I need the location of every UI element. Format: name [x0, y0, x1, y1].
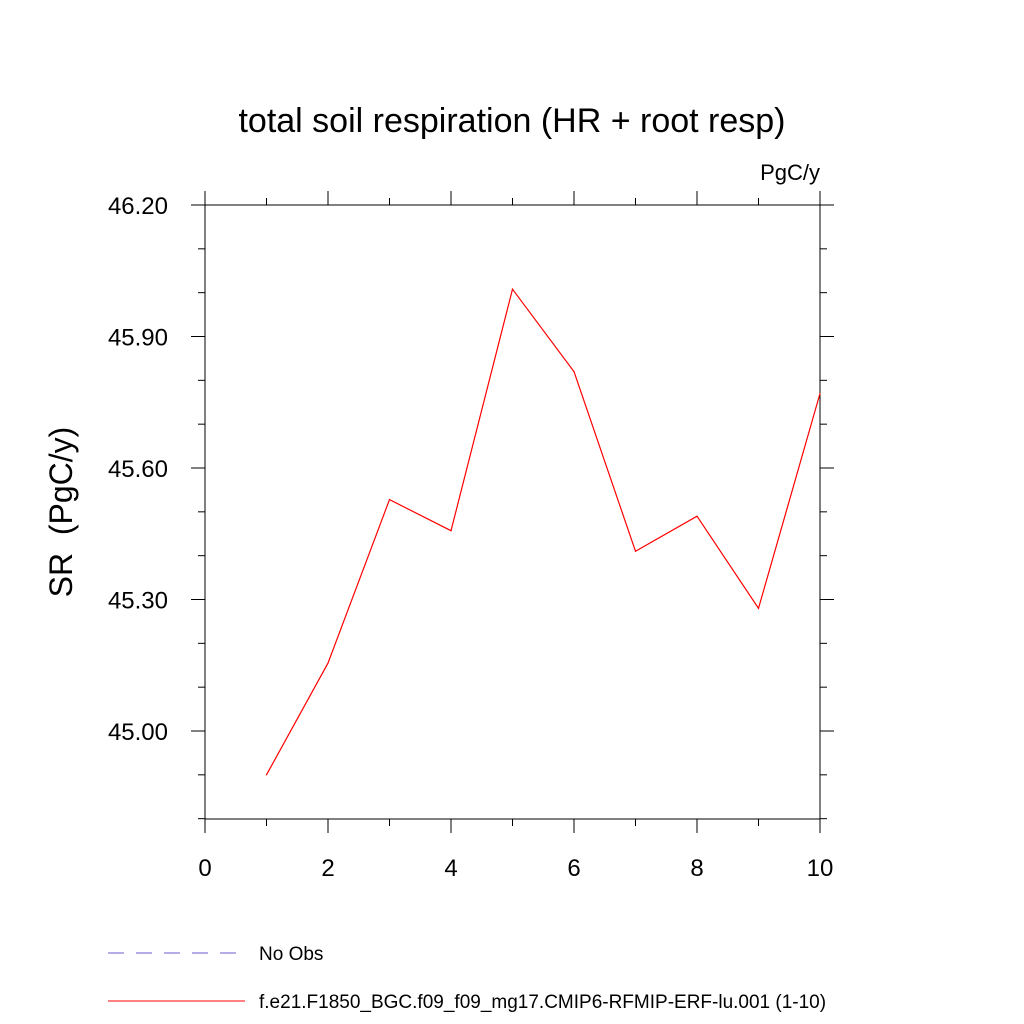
legend-label: No Obs: [259, 944, 323, 965]
data-point: [757, 607, 760, 609]
axes: 0 2 4 6 8 10 45.00 45.30 45.60 45.90 46.20: [108, 191, 834, 882]
x-tick-label: 0: [198, 855, 211, 882]
data-point: [573, 370, 575, 373]
data-point: [634, 550, 637, 552]
y-tick-label: 45.60: [108, 456, 168, 483]
y-tick-label: 45.90: [108, 325, 168, 352]
legend-label: f.e21.F1850_BGC.f09_f09_mg17.CMIP6-RFMIP…: [259, 992, 826, 1013]
units-label: PgC/y: [760, 160, 820, 185]
data-point: [696, 515, 698, 517]
x-tick-label: 4: [444, 855, 457, 882]
series-layer: [265, 287, 821, 776]
data-point: [388, 498, 391, 501]
x-tick-label: 10: [807, 855, 834, 882]
series-line: [265, 287, 821, 776]
y-axis-title: SR (PgC/y): [43, 427, 79, 598]
data-point: [327, 662, 329, 664]
y-tick-label: 46.20: [108, 193, 168, 220]
data-point: [819, 392, 821, 395]
chart-title: total soil respiration (HR + root resp): [238, 102, 785, 140]
data-point: [265, 774, 268, 776]
y-tick-label: 45.00: [108, 719, 168, 746]
plot-frame: [204, 204, 821, 820]
x-tick-label: 6: [567, 855, 580, 882]
data-point: [511, 288, 514, 290]
y-tick-label: 45.30: [108, 588, 168, 615]
legend: No Obs f.e21.F1850_BGC.f09_f09_mg17.CMIP6…: [108, 944, 826, 1013]
x-tick-label: 2: [321, 855, 334, 882]
x-tick-label: 8: [690, 855, 703, 882]
data-point: [450, 530, 452, 532]
